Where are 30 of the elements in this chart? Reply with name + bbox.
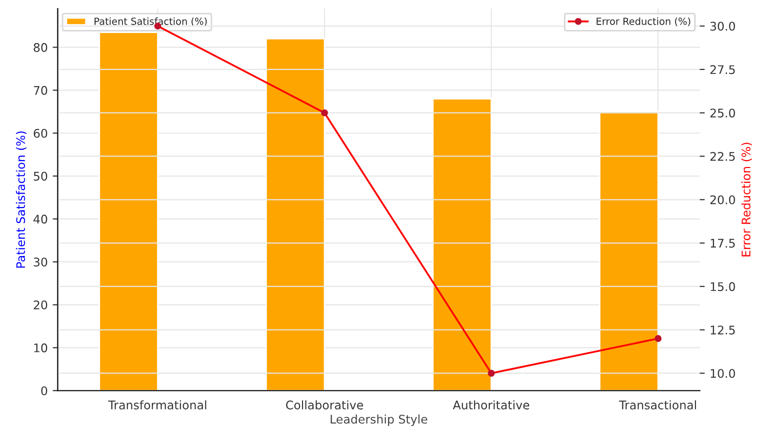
bar (432, 98, 492, 391)
y-tick-label: 80 (34, 43, 48, 52)
y-tick-label: 40 (34, 214, 48, 224)
y-tick-label: 10 (34, 343, 48, 352)
x-tick-label: Transactional (619, 400, 696, 410)
y2-tick-label: 12.5 (710, 326, 735, 334)
y2-tick-label: 27.5 (710, 65, 735, 74)
x-tick-label: Transformational (108, 400, 206, 410)
y2-axis-title: Error Reduction (%) (741, 142, 752, 256)
legend-label: Error Reduction (%) (596, 17, 690, 26)
y-tick-label: 60 (34, 128, 48, 138)
y2-tick-label: 30.0 (710, 22, 736, 31)
y2-tick-label: 15.0 (710, 282, 736, 292)
y2-tick-label: 22.5 (710, 152, 735, 161)
y-tick-label: 20 (34, 300, 48, 310)
x-axis-title: Leadership Style (330, 414, 428, 426)
y2-tick-label: 20.0 (710, 195, 736, 204)
y2-tick-label: 17.5 (710, 238, 735, 248)
x-tick-label: Collaborative (286, 400, 364, 410)
legend-label: Patient Satisfaction (%) (94, 17, 207, 26)
y-axis-title: Patient Satisfaction (%) (16, 131, 26, 268)
y-tick-label: 30 (34, 258, 48, 267)
y2-tick-label: 10.0 (710, 368, 736, 378)
x-tick-label: Authoritative (452, 400, 530, 410)
y-tick-label: 50 (34, 172, 48, 181)
bar (265, 38, 326, 391)
y2-tick-label: 25.0 (710, 108, 736, 118)
y-tick-label: 70 (34, 86, 48, 95)
y-tick-label: 0 (41, 386, 48, 396)
bar (599, 110, 659, 391)
